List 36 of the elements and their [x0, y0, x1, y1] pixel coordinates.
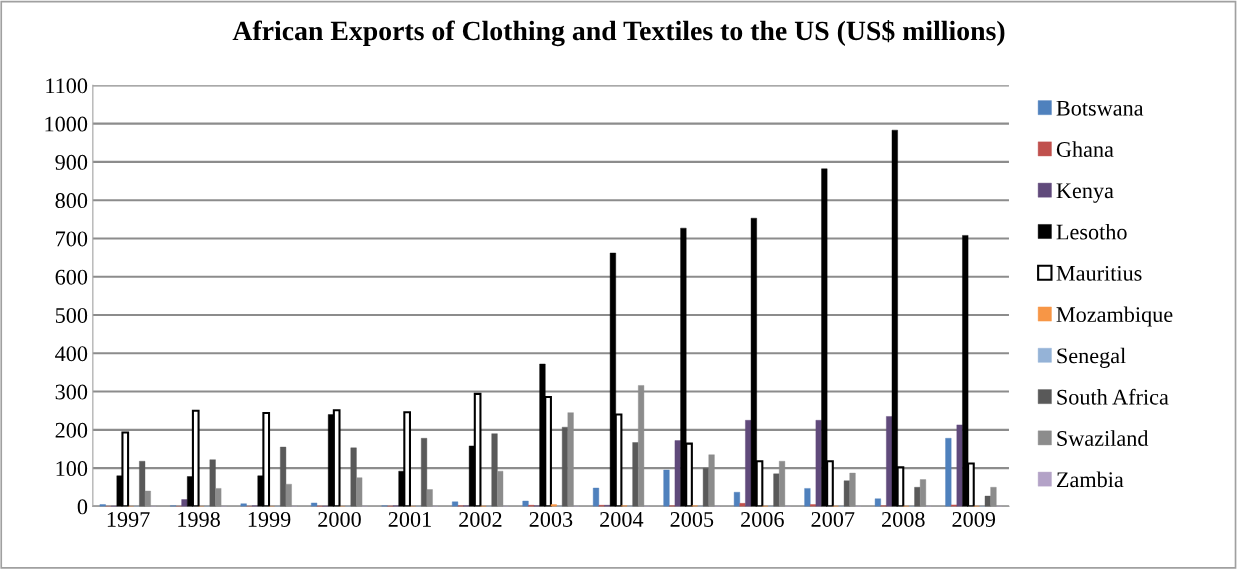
- y-tick-label: 1000: [45, 116, 88, 132]
- x-tick-label: 2002: [459, 511, 502, 527]
- legend-label: Mozambique: [1056, 306, 1173, 327]
- legend-label: Zambia: [1056, 471, 1124, 488]
- y-tick-label: 100: [56, 461, 88, 477]
- x-tick-label: 2004: [600, 511, 644, 527]
- x-tick-label: 1997: [107, 511, 150, 527]
- y-tick-label: 1100: [46, 78, 88, 94]
- y-tick-label: 700: [56, 231, 88, 247]
- y-tick-label: 0: [77, 499, 88, 515]
- x-tick-label: 2007: [811, 511, 855, 527]
- y-tick-label: 900: [55, 154, 88, 170]
- y-tick-label: 600: [55, 269, 88, 285]
- legend-label: Lesotho: [1056, 223, 1127, 240]
- y-tick-label: 800: [55, 193, 88, 209]
- chart-title: African Exports of Clothing and Textiles to the US (US$ millions): [232, 19, 1005, 47]
- x-tick-label: 1998: [178, 511, 220, 527]
- y-tick-label: 400: [55, 346, 88, 362]
- x-tick-label: 2000: [318, 511, 361, 527]
- x-tick-label: 1999: [248, 511, 291, 527]
- legend-label: Ghana: [1056, 141, 1114, 157]
- x-tick-label: 2009: [952, 511, 996, 527]
- y-tick-label: 200: [55, 422, 88, 438]
- y-tick-label: 500: [55, 307, 88, 323]
- x-tick-label: 2008: [882, 511, 925, 527]
- x-tick-label: 2003: [529, 511, 573, 527]
- legend-label: Mauritius: [1056, 265, 1142, 281]
- x-tick-label: 2001: [388, 511, 431, 527]
- legend-label: Swaziland: [1057, 430, 1149, 446]
- legend-label: Botswana: [1056, 100, 1144, 116]
- x-tick-label: 2006: [741, 511, 784, 527]
- x-tick-label: 2005: [670, 511, 714, 527]
- legend-label: Kenya: [1056, 183, 1114, 203]
- y-tick-label: 300: [55, 384, 88, 400]
- legend-label: Senegal: [1057, 347, 1126, 368]
- legend-label: South Africa: [1057, 388, 1169, 405]
